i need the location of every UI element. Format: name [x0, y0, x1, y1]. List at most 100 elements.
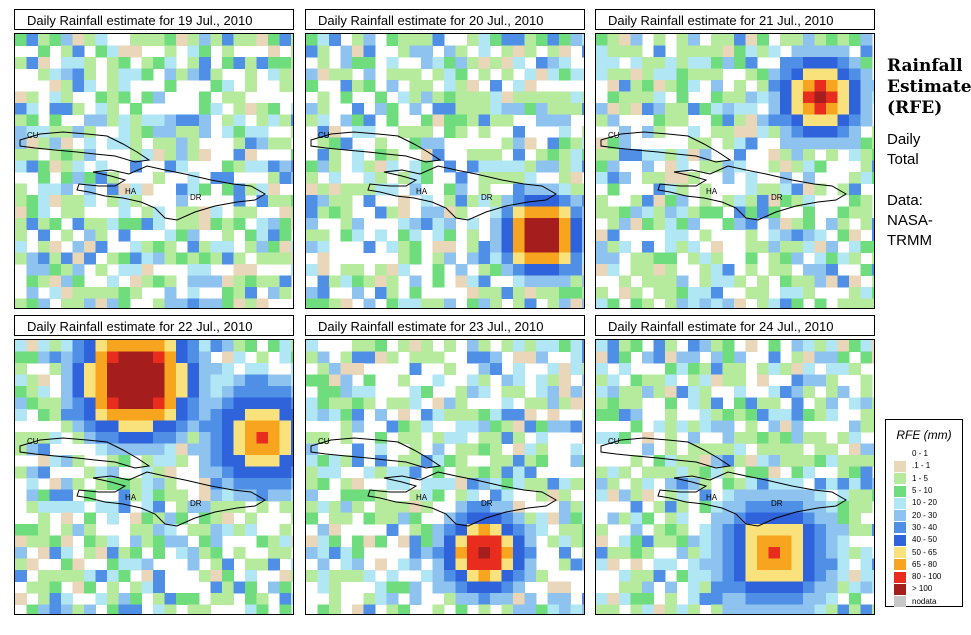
legend-swatch — [894, 460, 906, 472]
rainfall-cell — [570, 455, 583, 467]
rainfall-cell — [619, 137, 631, 150]
rainfall-cell — [513, 149, 525, 161]
rainfall-cell — [547, 241, 560, 253]
rainfall-cell — [826, 126, 838, 138]
rainfall-cell — [676, 206, 689, 219]
rainfall-cell — [665, 275, 677, 288]
rainfall-cell — [199, 374, 211, 387]
rainfall-cell — [61, 524, 73, 536]
rainfall-cell — [478, 183, 491, 196]
rainfall-cell — [118, 593, 131, 605]
rainfall-cell — [524, 604, 537, 614]
rainfall-cell — [803, 114, 815, 127]
rainfall-cell — [222, 432, 234, 444]
rainfall-cell — [665, 409, 677, 421]
rainfall-cell — [803, 241, 815, 253]
rainfall-cell — [513, 386, 525, 398]
rainfall-cell — [630, 206, 643, 219]
rainfall-cell — [187, 340, 200, 352]
rainfall-cell — [421, 114, 433, 127]
rainfall-cell — [38, 241, 50, 253]
rainfall-cell — [256, 466, 269, 479]
rainfall-cell — [455, 489, 468, 502]
rainfall-cell — [872, 558, 874, 571]
rainfall-cell — [490, 351, 502, 364]
rainfall-cell — [849, 455, 861, 467]
rainfall-cell — [118, 126, 131, 138]
rainfall-cell — [268, 172, 280, 184]
rainfall-cell — [398, 68, 410, 81]
rainfall-cell — [630, 45, 643, 58]
rainfall-cell — [233, 91, 246, 104]
rainfall-cell — [559, 160, 571, 173]
legend-row: .1 - 1 — [894, 460, 941, 472]
rainfall-cell — [734, 432, 746, 444]
rainfall-cell — [570, 420, 583, 433]
rainfall-cell — [72, 206, 85, 219]
rainfall-cell — [872, 489, 874, 502]
rainfall-cell — [245, 68, 257, 81]
rainfall-cell — [291, 114, 293, 127]
rainfall-cell — [803, 91, 815, 104]
rainfall-cell — [245, 80, 257, 92]
rainfall-cell — [559, 126, 571, 138]
rainfall-cell — [210, 386, 223, 398]
rainfall-cell — [455, 604, 468, 614]
rainfall-cell — [665, 466, 677, 479]
rainfall-cell — [582, 604, 584, 614]
rainfall-cell — [501, 287, 514, 299]
rainfall-cell — [849, 287, 861, 299]
rainfall-cell — [478, 160, 491, 173]
rainfall-cell — [386, 512, 399, 525]
rainfall-cell — [536, 604, 548, 614]
rainfall-cell — [199, 397, 211, 410]
rainfall-cell — [317, 275, 330, 288]
rainfall-cell — [72, 275, 85, 288]
rainfall-cell — [676, 604, 689, 614]
rainfall-cell — [268, 114, 280, 127]
rainfall-cell — [607, 264, 620, 276]
rainfall-cell — [141, 409, 154, 421]
rainfall-cell — [329, 535, 341, 548]
rainfall-cell — [176, 229, 188, 242]
rainfall-cell — [768, 558, 781, 571]
rainfall-cell — [363, 298, 376, 308]
rainfall-cell — [780, 114, 792, 127]
rainfall-cell — [398, 558, 410, 571]
rainfall-cell — [164, 397, 177, 410]
rainfall-cell — [559, 593, 571, 605]
rainfall-cell — [711, 241, 723, 253]
rainfall-cell — [467, 103, 479, 115]
rainfall-cell — [501, 57, 514, 69]
rainfall-cell — [467, 581, 479, 594]
rainfall-cell — [38, 432, 50, 444]
rainfall-cell — [432, 535, 445, 548]
rainfall-cell — [688, 547, 700, 559]
rainfall-cell — [118, 91, 131, 104]
rainfall-cell — [256, 432, 269, 444]
rainfall-cell — [478, 68, 491, 81]
rainfall-cell — [711, 275, 723, 288]
rainfall-cell — [699, 558, 712, 571]
rainfall-cell — [398, 512, 410, 525]
rainfall-cell — [536, 149, 548, 161]
rainfall-cell — [176, 160, 188, 173]
rainfall-cell — [61, 351, 73, 364]
rainfall-cell — [375, 512, 387, 525]
rainfall-cell — [860, 45, 873, 58]
rainfall-cell — [340, 374, 353, 387]
rainfall-cell — [826, 340, 838, 352]
rainfall-cell — [768, 604, 781, 614]
rainfall-cell — [199, 298, 211, 308]
rainfall-cell — [642, 535, 654, 548]
rainfall-cell — [513, 351, 525, 364]
rainfall-cell — [734, 374, 746, 387]
rainfall-cell — [467, 241, 479, 253]
rainfall-cell — [478, 241, 491, 253]
rainfall-cell — [501, 420, 514, 433]
rainfall-cell — [49, 275, 62, 288]
rainfall-cell — [791, 57, 804, 69]
rainfall-cell — [306, 34, 318, 46]
rainfall-cell — [107, 363, 119, 375]
rainfall-cell — [26, 57, 39, 69]
